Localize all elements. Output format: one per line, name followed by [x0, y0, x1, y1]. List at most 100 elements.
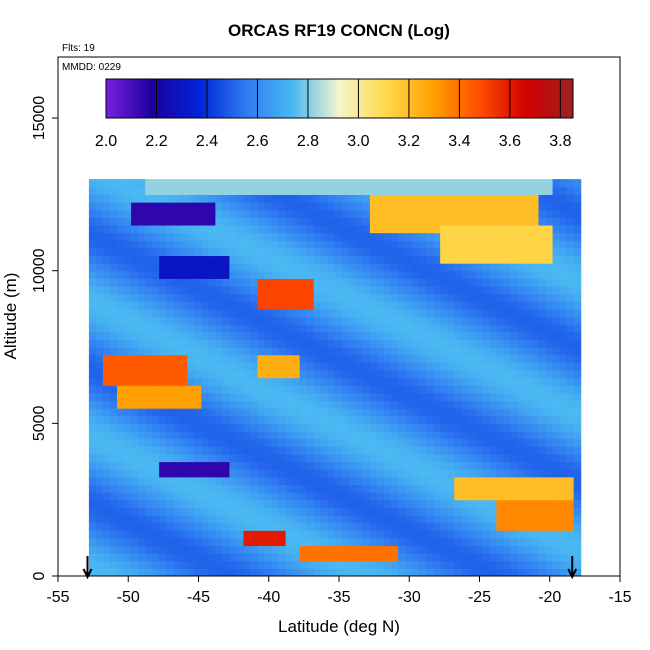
heatmap-cell [524, 408, 533, 417]
heatmap-cell [538, 476, 547, 486]
heatmap-cell [545, 522, 554, 531]
heatmap-cell [124, 507, 132, 516]
heatmap-cell [412, 240, 420, 249]
heatmap-cell [341, 278, 350, 287]
heatmap-cell [236, 446, 245, 455]
heatmap-cell [145, 194, 153, 203]
heatmap-cell [383, 453, 392, 463]
heatmap-cell [292, 400, 301, 409]
heatmap-cell [531, 308, 540, 318]
heatmap-cell [313, 446, 322, 455]
heatmap-cell [264, 293, 273, 302]
heatmap-cell [173, 461, 181, 470]
heatmap-cell [187, 179, 195, 188]
heatmap-cell [292, 186, 301, 195]
heatmap-cell [95, 499, 104, 508]
heatmap-cell [306, 316, 315, 325]
heatmap-cell [194, 186, 202, 195]
heatmap-cell [538, 316, 547, 325]
heatmap-cell [447, 217, 455, 226]
heatmap-cell [496, 423, 504, 432]
heatmap-cell [320, 438, 329, 447]
heatmap-cell [334, 507, 343, 516]
heatmap-cell [383, 461, 392, 470]
heatmap-cell [152, 430, 160, 440]
heatmap-cell [552, 179, 561, 188]
heatmap-cell [124, 545, 132, 554]
heatmap-cell [180, 278, 188, 287]
heatmap-cell [496, 316, 504, 325]
heatmap-cell [257, 469, 266, 478]
heatmap-cell [412, 492, 420, 501]
heatmap-cell [454, 530, 462, 539]
heatmap-cell [545, 354, 554, 363]
heatmap-cell [131, 247, 139, 257]
heatmap-cell [517, 484, 526, 493]
heatmap-cell [419, 324, 427, 333]
heatmap-cell [264, 209, 273, 218]
heatmap-cell [159, 484, 167, 493]
heatmap-cell [348, 347, 357, 356]
heatmap-cell [292, 408, 301, 417]
heatmap-cell [131, 438, 139, 447]
heatmap-cell [376, 217, 385, 226]
heatmap-cell [398, 285, 406, 295]
heatmap-cell [306, 331, 315, 340]
heatmap-cell [201, 301, 209, 310]
heatmap-cell [88, 285, 97, 295]
heatmap-cell [496, 385, 504, 394]
heatmap-cell [398, 568, 406, 576]
heatmap-cell [348, 530, 357, 539]
heatmap-cell [454, 415, 462, 424]
heatmap-cell [285, 377, 294, 386]
heatmap-cell [166, 263, 174, 272]
heatmap-cell [390, 461, 399, 470]
heatmap-cell [166, 446, 174, 455]
heatmap-cell [433, 331, 441, 340]
heatmap-cell [299, 240, 308, 249]
heatmap-cell [341, 461, 350, 470]
heatmap-cell [166, 385, 174, 394]
heatmap-cell [152, 392, 160, 402]
heatmap-cell [187, 224, 195, 234]
heatmap-cell [95, 179, 104, 188]
heatmap-cell [334, 186, 343, 195]
x-tick-label: -30 [398, 589, 421, 606]
heatmap-cell [538, 560, 547, 569]
heatmap-cell [117, 331, 125, 340]
heatmap-cell [229, 522, 238, 531]
heatmap-cell [573, 285, 582, 295]
heatmap-cell [503, 354, 512, 363]
heatmap-cell [510, 308, 519, 318]
heatmap-cell [552, 514, 561, 524]
heatmap-cell [496, 217, 504, 226]
heatmap-cell [257, 186, 266, 195]
colorbar-tick-label: 2.8 [297, 133, 319, 150]
heatmap-cell [257, 324, 266, 333]
heatmap-cell [166, 545, 174, 554]
heatmap-cell [180, 247, 188, 257]
heatmap-cell [383, 438, 392, 447]
heatmap-cell [138, 392, 146, 402]
heatmap-cell [496, 263, 504, 272]
heatmap-cell [341, 560, 350, 569]
heatmap-cell [461, 240, 469, 249]
heatmap-cell [250, 354, 259, 363]
heatmap-cell [447, 224, 455, 234]
heatmap-cell [398, 553, 406, 562]
heatmap-cell [545, 285, 554, 295]
heatmap-cell [124, 194, 132, 203]
heatmap-cell [433, 354, 441, 363]
heatmap-cell [398, 186, 406, 195]
heatmap-cell [320, 430, 329, 440]
heatmap-cell [517, 400, 526, 409]
heatmap-cell [362, 247, 371, 257]
heatmap-cell [236, 514, 245, 524]
heatmap-cell [292, 217, 301, 226]
heatmap-cell [117, 270, 125, 279]
heatmap-cell [271, 545, 280, 554]
heatmap-cell [299, 354, 308, 363]
heatmap-cell [215, 270, 223, 279]
heatmap-cell [503, 278, 512, 287]
heatmap-cell [496, 408, 504, 417]
